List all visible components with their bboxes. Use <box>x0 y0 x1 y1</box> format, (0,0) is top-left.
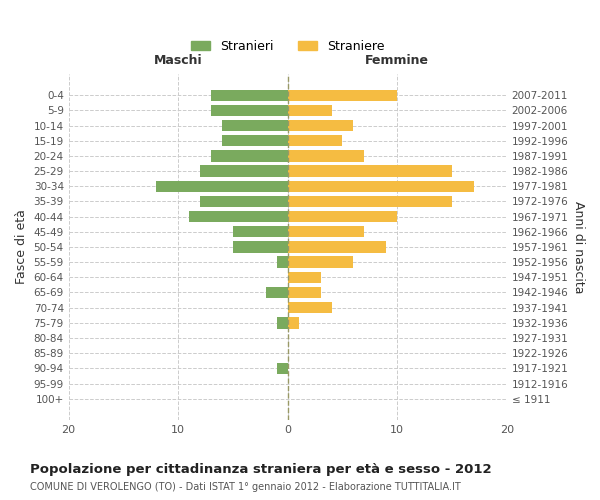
Bar <box>287 302 331 314</box>
Bar <box>222 120 287 132</box>
Legend: Stranieri, Straniere: Stranieri, Straniere <box>186 35 389 58</box>
Bar <box>211 90 287 101</box>
Bar <box>189 211 287 222</box>
Bar <box>200 196 287 207</box>
Bar <box>287 211 397 222</box>
Bar <box>200 166 287 177</box>
Bar <box>233 242 287 252</box>
Text: COMUNE DI VEROLENGO (TO) - Dati ISTAT 1° gennaio 2012 - Elaborazione TUTTITALIA.: COMUNE DI VEROLENGO (TO) - Dati ISTAT 1°… <box>30 482 461 492</box>
Bar <box>211 104 287 116</box>
Text: Popolazione per cittadinanza straniera per età e sesso - 2012: Popolazione per cittadinanza straniera p… <box>30 462 491 475</box>
Bar <box>287 135 343 146</box>
Bar <box>287 242 386 252</box>
Bar <box>287 256 353 268</box>
Bar <box>222 135 287 146</box>
Bar <box>287 166 452 177</box>
Bar <box>156 180 287 192</box>
Text: Femmine: Femmine <box>365 54 429 67</box>
Bar <box>287 180 474 192</box>
Bar <box>277 362 287 374</box>
Bar <box>233 226 287 237</box>
Bar <box>287 104 331 116</box>
Bar <box>277 256 287 268</box>
Bar <box>287 120 353 132</box>
Y-axis label: Fasce di età: Fasce di età <box>15 210 28 284</box>
Bar <box>266 287 287 298</box>
Text: Maschi: Maschi <box>154 54 202 67</box>
Bar <box>287 317 299 328</box>
Bar <box>287 287 320 298</box>
Bar <box>287 150 364 162</box>
Bar <box>211 150 287 162</box>
Y-axis label: Anni di nascita: Anni di nascita <box>572 200 585 293</box>
Bar <box>287 90 397 101</box>
Bar <box>287 226 364 237</box>
Bar <box>287 196 452 207</box>
Bar <box>287 272 320 283</box>
Bar <box>277 317 287 328</box>
